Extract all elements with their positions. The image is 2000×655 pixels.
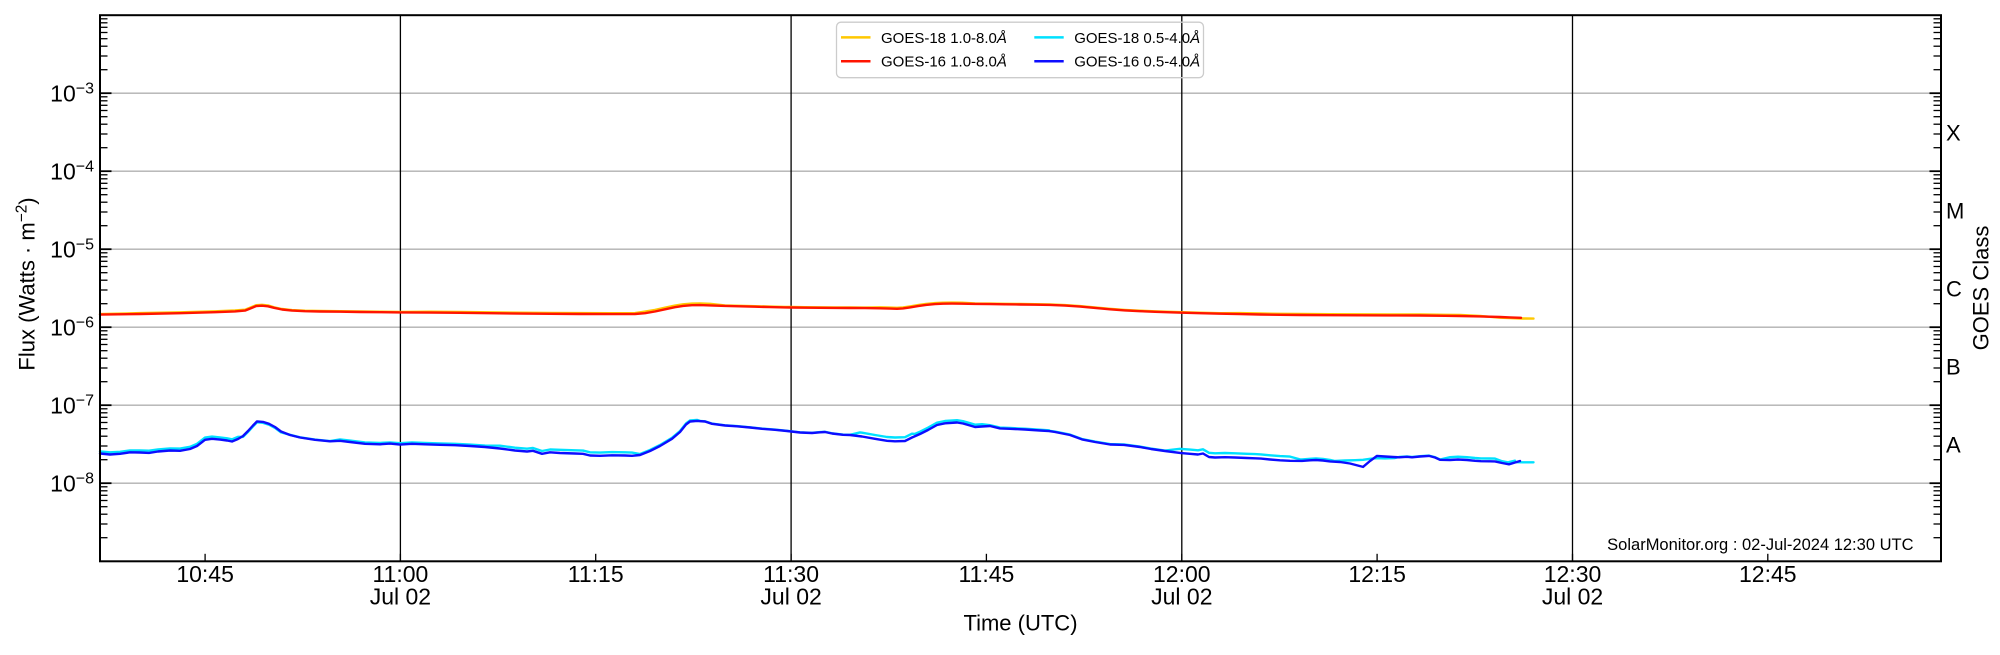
svg-text:GOES-16 0.5-4.0Å: GOES-16 0.5-4.0Å	[1074, 54, 1200, 71]
svg-text:C: C	[1946, 276, 1962, 301]
svg-text:GOES-16 1.0-8.0Å: GOES-16 1.0-8.0Å	[881, 54, 1007, 71]
svg-text:GOES Class: GOES Class	[1969, 226, 1994, 351]
svg-text:11:45: 11:45	[958, 561, 1014, 587]
svg-text:10−6: 10−6	[50, 315, 94, 341]
svg-text:12:30: 12:30	[1544, 561, 1602, 587]
svg-text:Jul 02: Jul 02	[1542, 584, 1603, 610]
svg-text:10−4: 10−4	[50, 159, 94, 185]
svg-text:B: B	[1946, 354, 1961, 379]
svg-text:12:15: 12:15	[1348, 561, 1406, 587]
svg-text:12:45: 12:45	[1739, 561, 1797, 587]
svg-text:M: M	[1946, 198, 1964, 223]
svg-text:Flux (Watts · m−2): Flux (Watts · m−2)	[14, 197, 40, 370]
svg-text:Jul 02: Jul 02	[760, 584, 821, 610]
svg-text:SolarMonitor.org : 02-Jul-2024: SolarMonitor.org : 02-Jul-2024 12:30 UTC	[1607, 536, 1913, 554]
svg-text:Time (UTC): Time (UTC)	[963, 611, 1077, 636]
svg-text:A: A	[1946, 432, 1961, 457]
svg-text:X: X	[1946, 120, 1961, 145]
svg-text:10:45: 10:45	[176, 561, 234, 587]
svg-text:12:00: 12:00	[1153, 561, 1211, 587]
svg-text:GOES-18 0.5-4.0Å: GOES-18 0.5-4.0Å	[1074, 30, 1200, 47]
svg-text:10−3: 10−3	[50, 81, 94, 107]
svg-text:GOES-18 1.0-8.0Å: GOES-18 1.0-8.0Å	[881, 30, 1007, 47]
svg-text:Jul 02: Jul 02	[370, 584, 431, 610]
svg-text:11:15: 11:15	[568, 561, 624, 587]
svg-text:11:00: 11:00	[372, 561, 428, 587]
svg-text:Jul 02: Jul 02	[1151, 584, 1212, 610]
svg-text:11:30: 11:30	[763, 561, 819, 587]
